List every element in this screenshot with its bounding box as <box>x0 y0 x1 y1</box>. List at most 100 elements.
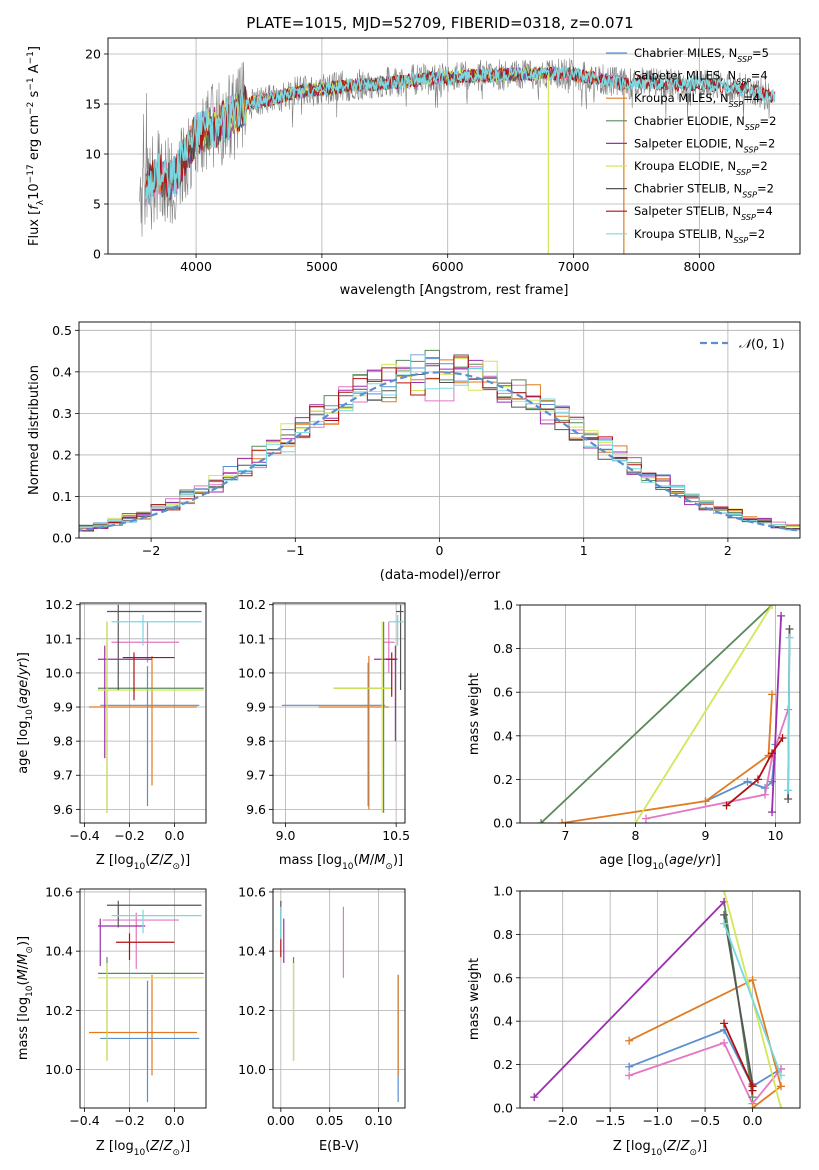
data-point-marker <box>720 919 729 928</box>
weight-line-kroupa-miles <box>558 690 776 823</box>
errorbar-kroupa-elodie <box>333 621 393 813</box>
weight-line-salpeter-elodie <box>530 897 729 1102</box>
axes-age_vs_mass: 9.0 10.5 9.6 9.7 9.8 9.9 10.0 10.1 10.2 mass [log… <box>238 597 410 872</box>
data-point-marker <box>768 777 776 786</box>
axes-frame <box>519 890 801 1109</box>
x-tick-label: 7000 <box>558 259 590 274</box>
data-point-marker <box>722 801 731 810</box>
x-tick-label: 0.05 <box>316 1113 344 1128</box>
errorbar-chabrier-miles <box>100 980 200 1103</box>
x-tick-label: 10 <box>768 828 784 843</box>
legend-label: Kroupa MILES, NSSP=4 <box>634 91 760 109</box>
plot-area <box>537 605 794 823</box>
figure-title: PLATE=1015, MJD=52709, FIBERID=0318, z=0… <box>246 14 633 32</box>
errorbar-kroupa-stelib <box>111 909 202 934</box>
series-line <box>723 914 754 1085</box>
axes-age_vs_Z: −0.4 −0.2 0.0 9.6 9.7 9.8 9.9 10.0 10.1 10.2 Z [lo… <box>16 597 207 872</box>
y-tick-label: 10.6 <box>45 884 73 899</box>
y-tick-label: 0.0 <box>493 1101 513 1116</box>
y-tick-label: 0.0 <box>52 531 72 546</box>
y-tick-label: 9.8 <box>246 734 266 749</box>
x-tick-label: 0.0 <box>165 828 185 843</box>
x-tick-label: 0.10 <box>365 1113 393 1128</box>
x-tick-label: 2 <box>724 543 732 558</box>
y-tick-label: 9.6 <box>53 802 73 817</box>
errorbar-kroupa-miles <box>89 974 197 1076</box>
axes-spectrum: 4000 5000 6000 7000 8000 0 5 10 15 20 Chabrier MIL… <box>26 37 801 298</box>
y-tick-label: 9.7 <box>53 768 73 783</box>
axes-frame <box>79 888 207 1109</box>
x-axis-label: Z [log10(Z/Z⊙)] <box>613 1139 707 1158</box>
legend-label: Kroupa STELIB, NSSP=2 <box>634 227 765 245</box>
weight-line-kroupa-miles <box>625 975 786 1108</box>
axes-frame <box>519 604 801 824</box>
data-point-marker <box>754 775 762 784</box>
errorbar-kroupa-stelib <box>388 614 404 646</box>
errorbar-kroupa-elodie <box>98 962 204 1061</box>
errorbar-salpeter-miles <box>111 621 179 663</box>
y-tick-label: 1.0 <box>493 884 513 899</box>
errorbar-chabrier-elodie <box>98 957 204 1061</box>
y-tick-label: 10 <box>85 147 101 162</box>
data-point-marker <box>785 633 794 642</box>
data-point-marker <box>642 814 650 823</box>
x-tick-label: 0.00 <box>267 1113 295 1128</box>
legend-label: Salpeter MILES, NSSP=4 <box>634 69 768 87</box>
x-tick-label: −2 <box>142 543 160 558</box>
plot-area <box>89 900 204 1103</box>
y-tick-label: 10.0 <box>238 1062 266 1077</box>
legend-label: Chabrier MILES, NSSP=5 <box>634 46 769 64</box>
data-point-marker <box>625 1062 634 1071</box>
axes-residual_hist: −2 −1 0 1 2 0.0 0.1 0.2 0.3 0.4 0.5 𝒩(0, 1) (data-mo… <box>27 321 801 583</box>
y-tick-label: 0.2 <box>493 772 513 787</box>
data-point-marker <box>530 1093 539 1102</box>
series-line <box>787 637 791 791</box>
x-tick-label: 0.0 <box>743 1113 763 1128</box>
data-point-marker <box>768 749 776 758</box>
y-tick-label: 0.0 <box>493 816 513 831</box>
axes-weight_vs_Z: −2.0 −1.5 −1.0 −0.5 0.0 0.0 0.2 0.4 0.6 0.8 1.0 Z [… <box>467 884 801 1158</box>
axes-mass_vs_Z: −0.4 −0.2 0.0 10.0 10.2 10.4 10.6 Z [log10(Z/Z⊙… <box>16 884 207 1158</box>
weight-line-kroupa-stelib <box>720 919 786 1080</box>
axes-mass_vs_ebv: 0.00 0.05 0.10 10.0 10.2 10.4 10.6 E(B-V) <box>238 884 406 1154</box>
y-tick-label: 10.0 <box>45 665 73 680</box>
data-point-marker <box>631 819 640 823</box>
y-tick-label: 1.0 <box>493 598 513 613</box>
data-point-marker <box>701 797 710 806</box>
y-tick-label: 10.0 <box>45 1062 73 1077</box>
y-axis-label: mass weight <box>467 958 482 1040</box>
y-tick-label: 0.4 <box>52 364 72 379</box>
errorbar-chabrier-miles <box>281 662 386 806</box>
y-tick-label: 0 <box>93 247 101 262</box>
plot-area <box>79 349 800 534</box>
errorbar-chabrier-stelib <box>107 604 202 690</box>
data-point-marker <box>761 790 769 799</box>
y-tick-label: 10.2 <box>45 597 73 612</box>
series-line <box>645 709 789 820</box>
y-tick-label: 10.2 <box>238 1003 266 1018</box>
plot-area <box>139 58 776 254</box>
data-point-marker <box>768 808 776 817</box>
x-axis-label: Z [log10(Z/Z⊙)] <box>96 1139 190 1158</box>
weight-line-salpeter-elodie <box>768 611 786 817</box>
errorbar-salpeter-stelib <box>122 652 175 701</box>
plot-area <box>530 891 786 1108</box>
errorbar-salpeter-stelib <box>116 933 175 961</box>
y-axis-label: age [log10(age/yr)] <box>16 652 35 774</box>
y-tick-label: 9.8 <box>53 734 73 749</box>
errorbar-salpeter-stelib <box>385 652 397 697</box>
data-point-marker <box>777 1071 786 1080</box>
x-tick-label: −1 <box>286 543 304 558</box>
legend-label: Kroupa ELODIE, NSSP=2 <box>634 159 768 177</box>
data-point-marker <box>778 733 787 742</box>
y-tick-label: 0.4 <box>493 728 513 743</box>
series-line <box>628 1041 782 1106</box>
errorbar-salpeter-elodie <box>374 645 398 742</box>
legend-label: Salpeter ELODIE, NSSP=2 <box>634 136 775 154</box>
y-tick-label: 0.8 <box>493 641 513 656</box>
y-tick-label: 9.6 <box>246 802 266 817</box>
legend-label: Salpeter STELIB, NSSP=4 <box>634 204 773 222</box>
x-axis-label: wavelength [Angstrom, rest frame] <box>340 283 569 298</box>
x-tick-label: 1 <box>580 543 588 558</box>
